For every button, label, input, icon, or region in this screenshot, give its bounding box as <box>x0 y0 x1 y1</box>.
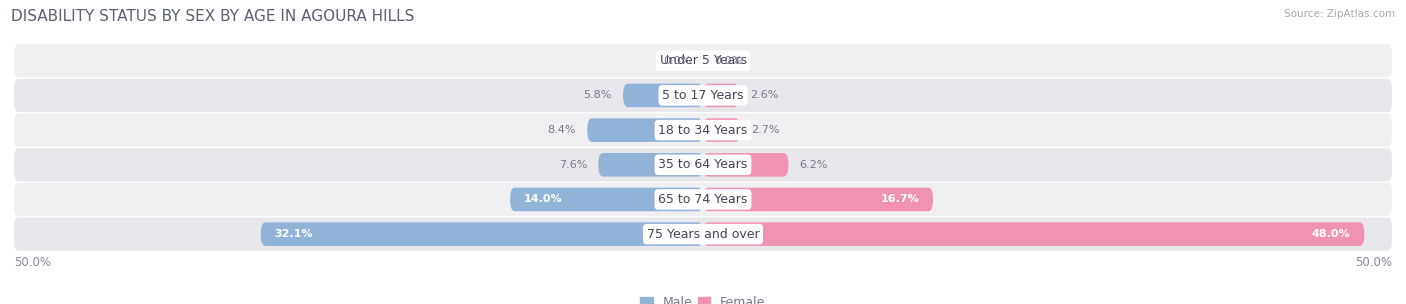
FancyBboxPatch shape <box>703 153 789 177</box>
Text: 35 to 64 Years: 35 to 64 Years <box>658 158 748 171</box>
FancyBboxPatch shape <box>14 79 1392 112</box>
Text: 7.6%: 7.6% <box>558 160 588 170</box>
Text: 75 Years and over: 75 Years and over <box>647 228 759 241</box>
Text: 6.2%: 6.2% <box>800 160 828 170</box>
Text: 0.0%: 0.0% <box>714 56 742 66</box>
FancyBboxPatch shape <box>599 153 703 177</box>
FancyBboxPatch shape <box>703 84 738 107</box>
FancyBboxPatch shape <box>14 44 1392 78</box>
FancyBboxPatch shape <box>588 118 703 142</box>
Text: 65 to 74 Years: 65 to 74 Years <box>658 193 748 206</box>
FancyBboxPatch shape <box>510 188 703 211</box>
Text: 18 to 34 Years: 18 to 34 Years <box>658 124 748 136</box>
Text: DISABILITY STATUS BY SEX BY AGE IN AGOURA HILLS: DISABILITY STATUS BY SEX BY AGE IN AGOUR… <box>11 9 415 24</box>
FancyBboxPatch shape <box>14 183 1392 216</box>
FancyBboxPatch shape <box>703 118 740 142</box>
Text: 2.7%: 2.7% <box>751 125 780 135</box>
FancyBboxPatch shape <box>260 222 703 246</box>
Text: 8.4%: 8.4% <box>548 125 576 135</box>
FancyBboxPatch shape <box>703 188 934 211</box>
Text: 2.6%: 2.6% <box>749 90 779 100</box>
Text: 0.0%: 0.0% <box>664 56 692 66</box>
Text: 5 to 17 Years: 5 to 17 Years <box>662 89 744 102</box>
FancyBboxPatch shape <box>703 222 1364 246</box>
Text: 14.0%: 14.0% <box>524 195 562 205</box>
Text: 50.0%: 50.0% <box>14 256 51 269</box>
Text: Source: ZipAtlas.com: Source: ZipAtlas.com <box>1284 9 1395 19</box>
Text: 48.0%: 48.0% <box>1312 229 1351 239</box>
FancyBboxPatch shape <box>14 217 1392 251</box>
Text: Under 5 Years: Under 5 Years <box>659 54 747 67</box>
FancyBboxPatch shape <box>14 148 1392 181</box>
Text: 50.0%: 50.0% <box>1355 256 1392 269</box>
FancyBboxPatch shape <box>14 113 1392 147</box>
FancyBboxPatch shape <box>623 84 703 107</box>
Text: 16.7%: 16.7% <box>880 195 920 205</box>
Text: 32.1%: 32.1% <box>274 229 314 239</box>
Text: 5.8%: 5.8% <box>583 90 612 100</box>
Legend: Male, Female: Male, Female <box>636 291 770 304</box>
